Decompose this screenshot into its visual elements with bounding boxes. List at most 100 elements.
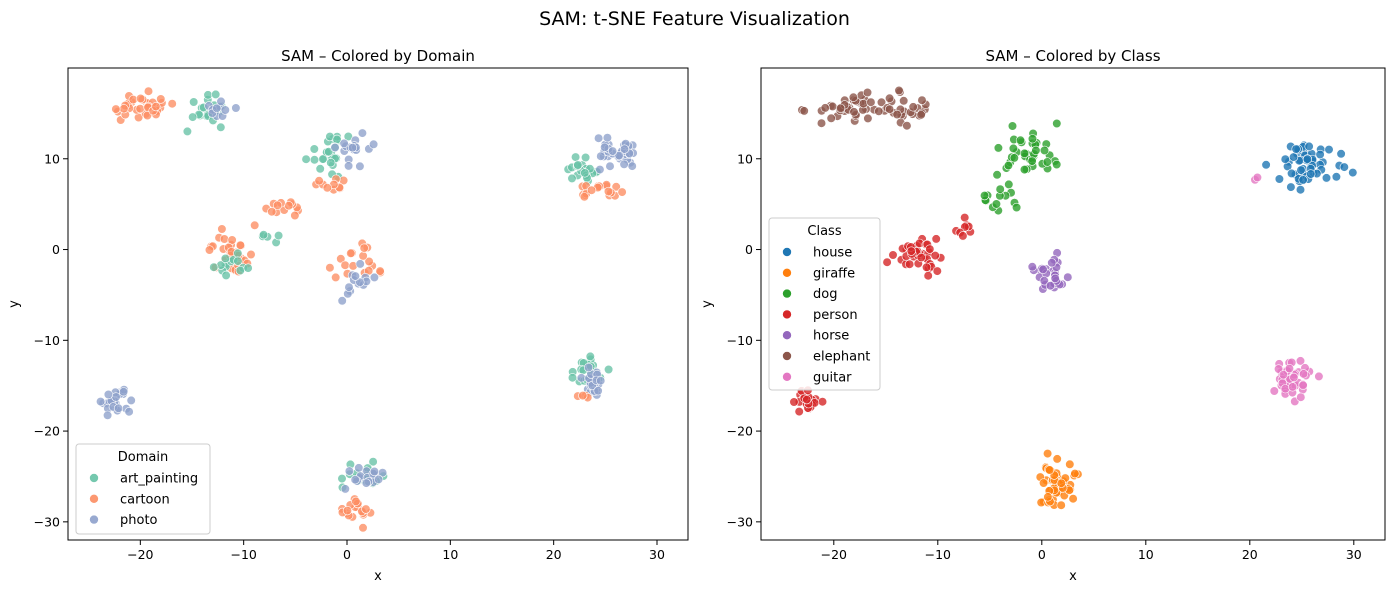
scatter-point: [595, 165, 605, 175]
scatter-point: [126, 395, 136, 406]
scatter-point: [931, 234, 941, 244]
domain-y-axis-label: y: [7, 300, 22, 308]
scatter-point: [1003, 161, 1014, 171]
scatter-point: [605, 161, 615, 171]
scatter-point: [330, 143, 340, 153]
scatter-point: [136, 93, 146, 104]
scatter-point: [374, 474, 384, 485]
scatter-point: [1287, 382, 1298, 392]
scatter-point: [219, 234, 229, 244]
scatter-point: [827, 101, 838, 111]
scatter-point: [1056, 500, 1066, 510]
scatter-point: [151, 101, 161, 112]
legend-marker: [782, 351, 792, 361]
scatter-point: [1019, 148, 1030, 158]
scatter-point: [614, 151, 624, 161]
scatter-point: [579, 192, 590, 202]
scatter-point: [95, 397, 106, 407]
scatter-point: [216, 122, 226, 132]
legend-marker: [89, 473, 99, 483]
domain-plot-frame: [67, 67, 689, 541]
scatter-point: [1027, 156, 1037, 166]
scatter-point: [203, 90, 213, 100]
scatter-point: [326, 158, 336, 168]
scatter-point: [135, 104, 145, 114]
scatter-point: [992, 170, 1002, 180]
x-tick-label: 20: [546, 547, 562, 562]
scatter-point: [789, 397, 799, 407]
scatter-point: [991, 199, 1002, 209]
scatter-point: [344, 282, 354, 292]
scatter-point: [1009, 153, 1019, 163]
scatter-point: [315, 164, 325, 174]
scatter-point: [344, 161, 354, 171]
domain-x-axis-label: x: [374, 569, 382, 584]
class-y-axis-label: y: [700, 300, 715, 308]
scatter-point: [567, 373, 578, 383]
scatter-point: [369, 272, 380, 283]
class-plot-title: SAM – Colored by Class: [985, 47, 1160, 65]
x-tick-label: 0: [343, 547, 351, 562]
scatter-point: [995, 184, 1005, 194]
scatter-point: [578, 391, 588, 401]
scatter-point: [1289, 372, 1299, 383]
scatter-point: [1252, 172, 1262, 183]
legend-label: elephant: [813, 350, 870, 365]
scatter-point: [1280, 154, 1290, 164]
scatter-point: [1296, 165, 1306, 175]
scatter-point: [882, 257, 892, 267]
class-scatter-plot: SAM – Colored by Class −20 −10 0 10 20 30 −30 −2…: [700, 47, 1386, 584]
scatter-point: [817, 397, 828, 407]
scatter-point: [355, 259, 365, 269]
y-tick-label: 10: [737, 151, 753, 166]
scatter-point: [1042, 157, 1052, 167]
scatter-point: [904, 259, 915, 269]
scatter-point: [1286, 182, 1296, 192]
scatter-point: [243, 263, 253, 273]
scatter-point: [876, 97, 887, 107]
legend-box: [75, 443, 211, 535]
legend-label: giraffe: [813, 266, 855, 281]
scatter-point: [884, 93, 895, 103]
scatter-point: [111, 104, 121, 114]
scatter-point: [1339, 162, 1349, 172]
scatter-point: [1031, 145, 1041, 155]
scatter-point: [580, 152, 591, 163]
scatter-point: [1295, 185, 1306, 195]
scatter-point: [1298, 175, 1308, 185]
scatter-point: [1288, 152, 1299, 162]
scatter-point: [1295, 356, 1306, 366]
scatter-point: [617, 187, 627, 197]
scatter-point: [835, 103, 846, 113]
scatter-point: [596, 376, 606, 386]
scatter-point: [570, 152, 581, 162]
scatter-point: [1070, 469, 1080, 479]
scatter-point: [1274, 174, 1284, 184]
scatter-point: [916, 252, 926, 263]
scatter-point: [221, 270, 231, 281]
x-tick-label: 10: [1138, 547, 1154, 562]
scatter-point: [849, 107, 859, 117]
scatter-point: [1306, 169, 1316, 179]
scatter-point: [337, 296, 347, 306]
domain-scatter-plot: SAM – Colored by Domain −20 −10 0 10 20 30 −30 −…: [7, 47, 689, 584]
scatter-point: [600, 142, 610, 152]
scatter-point: [1045, 281, 1055, 291]
scatter-point: [274, 231, 284, 241]
class-points: [789, 85, 1358, 510]
scatter-point: [351, 496, 361, 507]
scatter-point: [119, 104, 129, 114]
scatter-point: [250, 220, 260, 230]
scatter-point: [1315, 149, 1325, 160]
scatter-point: [369, 139, 379, 149]
scatter-point: [1019, 165, 1030, 175]
scatter-point: [211, 89, 221, 99]
domain-plot-title: SAM – Colored by Domain: [281, 47, 475, 65]
scatter-point: [347, 143, 358, 153]
scatter-point: [358, 523, 368, 533]
scatter-point: [958, 231, 968, 241]
scatter-point: [1269, 386, 1279, 396]
scatter-point: [124, 407, 134, 417]
